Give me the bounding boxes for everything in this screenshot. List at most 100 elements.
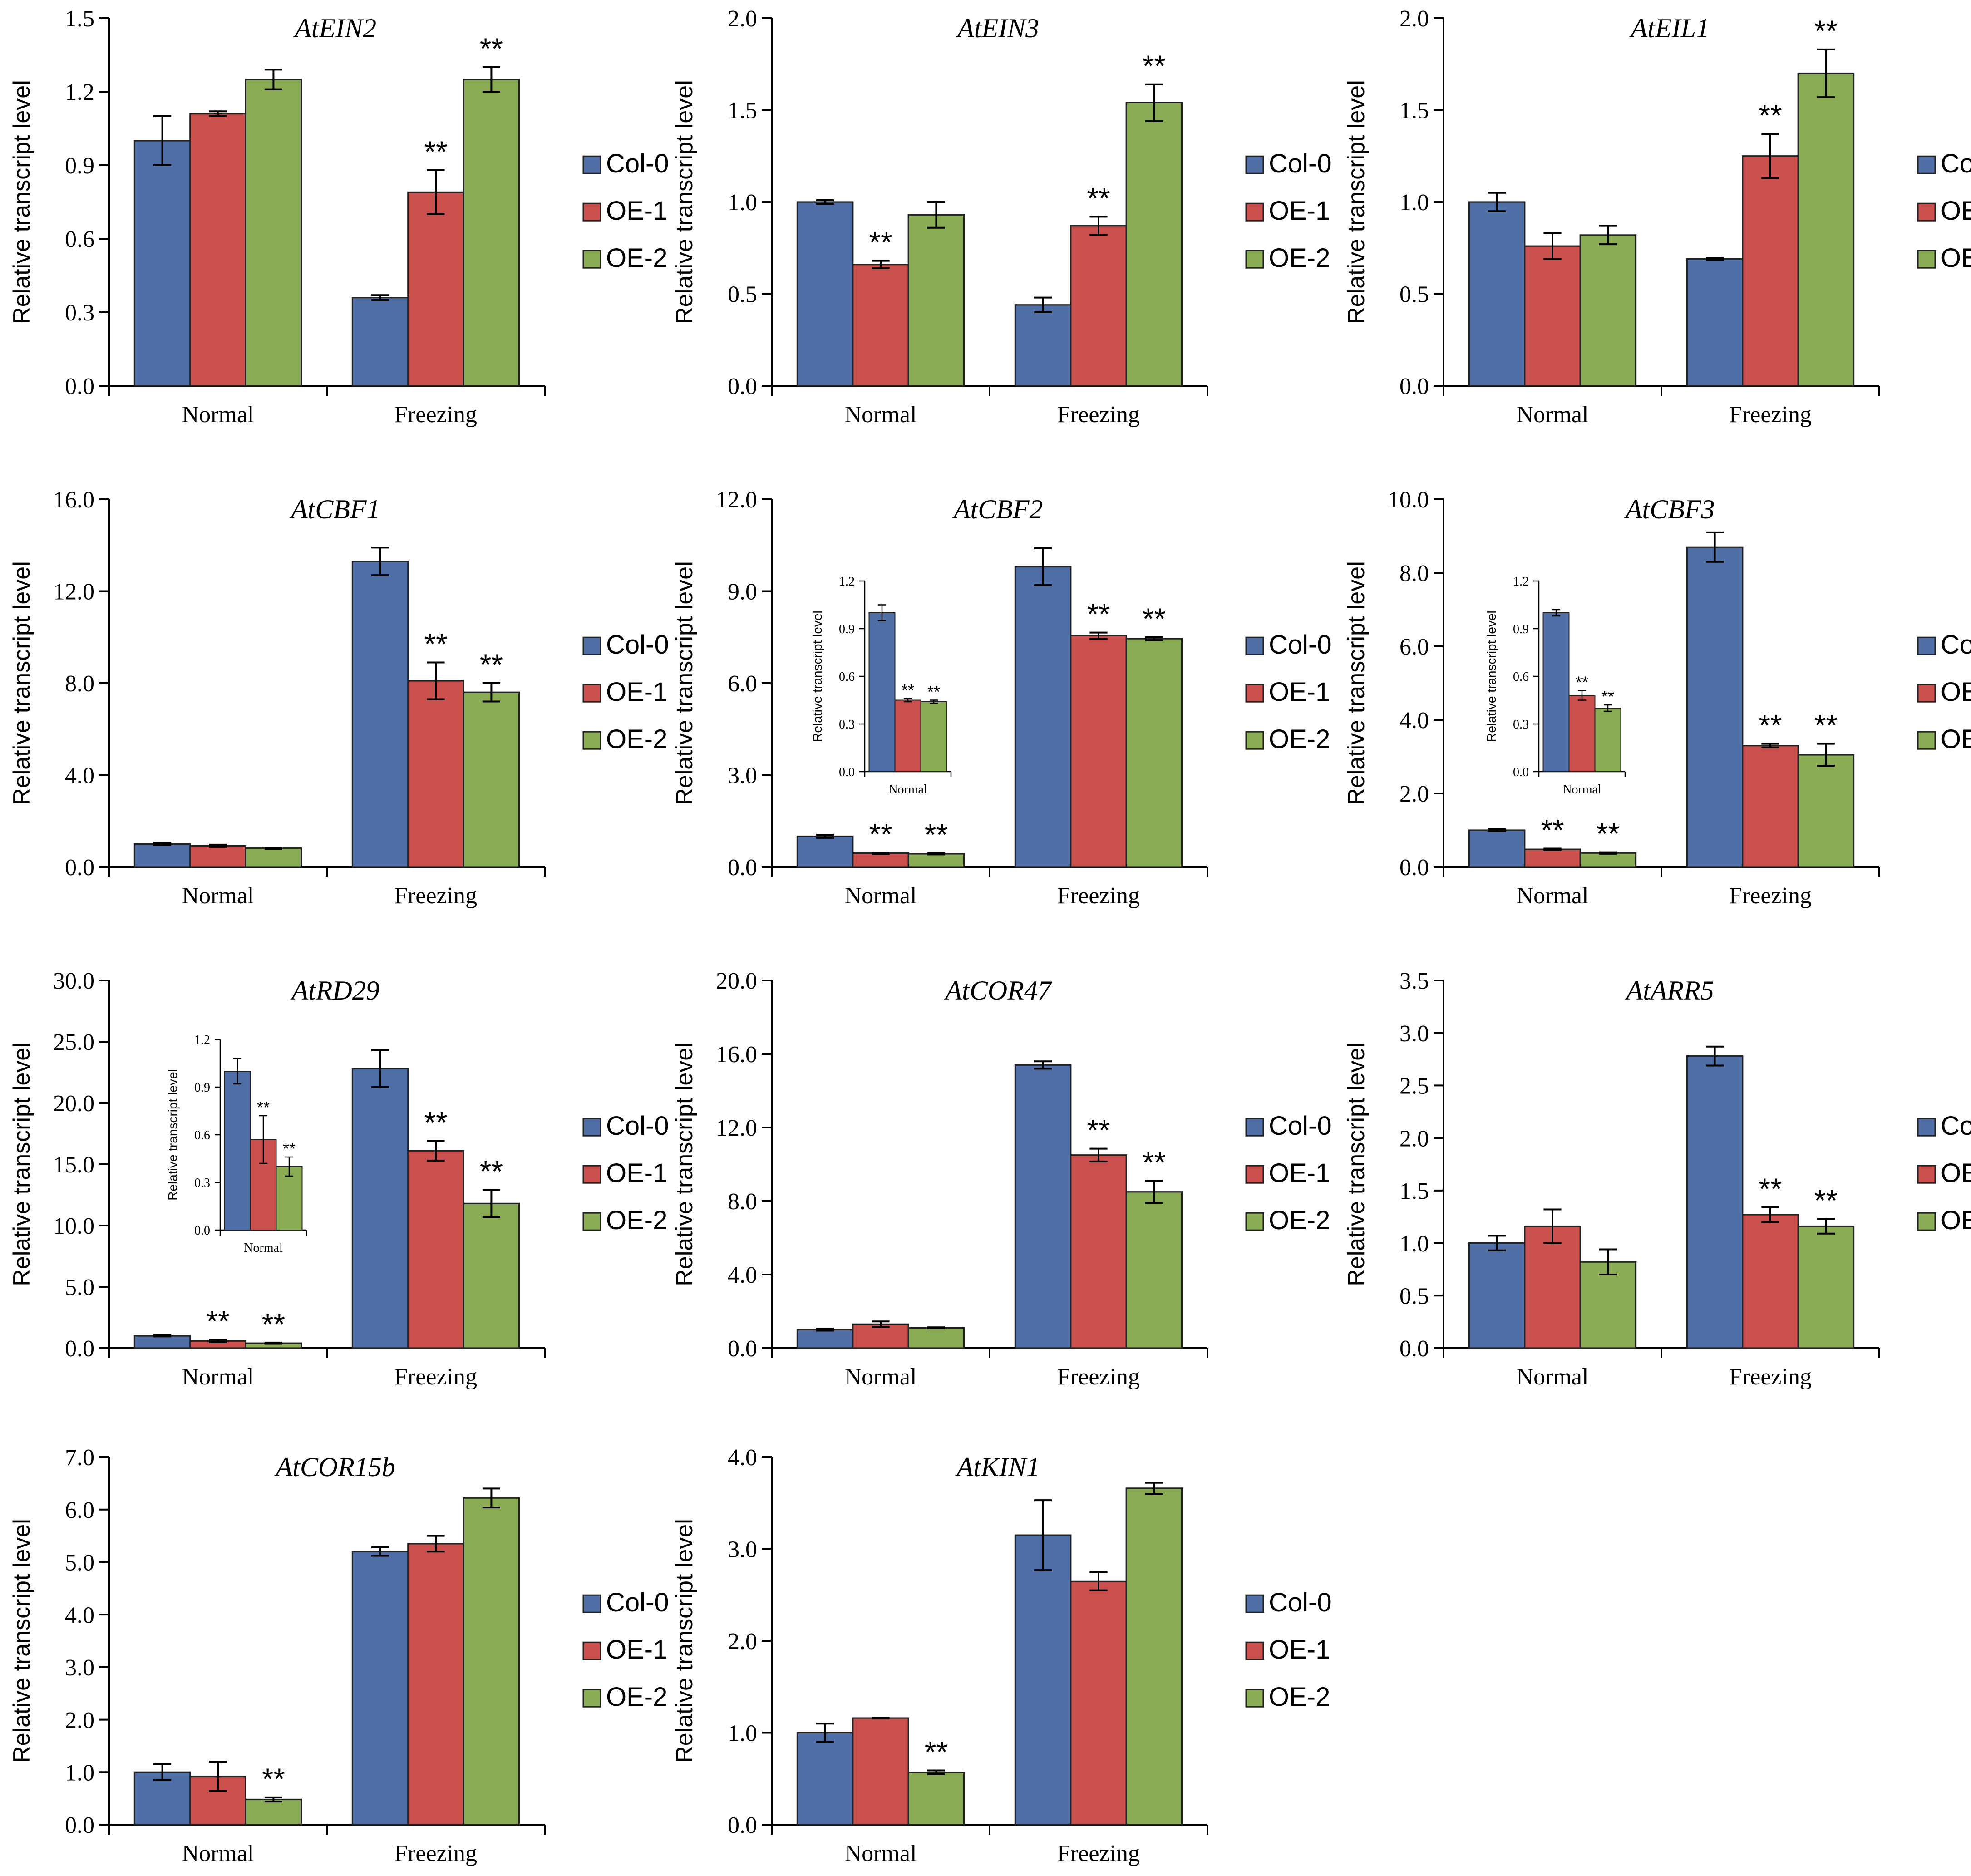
legend-swatch [1917,1165,1936,1184]
chart-panel-AtCBF3: 0.0 2.0 4.0 6.0 8.0 10.0 ** ** Normal ** ** Freezin… [1343,487,1971,909]
bar [796,835,854,868]
inset-significance-marker: ** [902,681,914,699]
legend-swatch [1917,202,1936,222]
legend-label: OE-1 [606,677,667,707]
significance-marker: ** [1087,597,1110,631]
y-tick-label: 4.0 [65,1602,94,1628]
bar [1742,745,1799,868]
legend-swatch [582,1594,601,1613]
chart-panel-AtARR5: 0.0 0.5 1.0 1.5 2.0 2.5 3.0 3.5 Normal ** ** Freezi… [1343,968,1971,1390]
chart-title: AtCOR15b [274,1452,395,1482]
legend-swatch [1245,1594,1264,1613]
significance-marker: ** [1759,709,1782,742]
significance-marker: ** [1143,1145,1166,1179]
bar [1125,102,1183,387]
significance-marker: ** [1814,14,1838,48]
inset-y-tick-label: 0.3 [839,718,855,732]
chart-panel-AtCOR15b: 0.0 1.0 2.0 3.0 4.0 5.0 6.0 7.0 ** Normal Freezing… [9,1445,669,1866]
y-tick-label: 6.0 [1399,634,1429,660]
y-tick-label: 2.0 [65,1708,94,1733]
legend-swatch [1245,731,1264,750]
legend-label: Col-0 [1269,149,1332,178]
y-tick-label: 12.0 [716,1115,757,1141]
y-tick-label: 12.0 [716,487,757,513]
legend-swatch [582,155,601,174]
inset-y-tick-label: 0.3 [1513,718,1529,732]
bar [1797,754,1855,868]
y-tick-label: 0.0 [65,1336,94,1362]
chart-title: AtCBF3 [1624,494,1715,524]
bar [1524,245,1581,387]
inset-y-tick-label: 0.9 [194,1081,210,1095]
y-axis-label: Relative transcript level [671,1519,698,1763]
y-tick-label: 7.0 [65,1445,94,1471]
inset-x-tick-label: Normal [888,783,927,797]
bar [907,853,965,868]
significance-marker: ** [1541,813,1564,847]
bar [407,191,464,387]
x-tick-label: Freezing [1057,1841,1140,1866]
chart-panel-AtEIN2: 0.0 0.3 0.6 0.9 1.2 1.5 Normal ** ** Freezing AtEI… [9,6,669,428]
x-tick-label: Freezing [1729,402,1812,428]
legend-swatch [582,636,601,655]
inset-bar [1594,708,1621,772]
bar [1797,1225,1855,1349]
inset-significance-marker: ** [927,683,940,701]
legend-swatch [582,1689,601,1708]
legend-label: OE-2 [1941,1206,1971,1235]
inset-chart: 0.0 0.3 0.6 0.9 1.2 ** ** Normal Relative transc… [166,1033,307,1255]
legend-swatch [1917,1118,1936,1137]
legend-swatch [1917,250,1936,269]
inset-y-tick-label: 0.6 [839,670,855,684]
y-tick-label: 1.5 [1399,98,1429,124]
y-tick-label: 8.0 [65,671,94,697]
legend-label: OE-1 [1941,1158,1971,1188]
bar [852,1323,909,1349]
chart-title: AtEIL1 [1629,13,1710,43]
bar [1579,852,1637,868]
bar [1686,1055,1744,1349]
legend-label: OE-2 [606,243,667,273]
inset-bar [1542,612,1570,772]
bar [1524,1225,1581,1349]
x-tick-label: Freezing [1729,883,1812,909]
legend-label: Col-0 [606,1588,669,1617]
legend-swatch [1245,684,1264,703]
bar [245,1798,302,1826]
legend-swatch [1917,684,1936,703]
x-tick-label: Freezing [1057,402,1140,428]
x-tick-label: Freezing [394,1841,477,1866]
y-tick-label: 1.0 [728,1721,757,1747]
bar [852,264,909,387]
legend-swatch [1917,636,1936,655]
y-tick-label: 0.5 [1399,1283,1429,1309]
chart-panel-AtEIN3: 0.0 0.5 1.0 1.5 2.0 ** Normal ** ** Freezing AtEIN… [671,6,1332,428]
bar [852,1717,909,1826]
significance-marker: ** [869,226,892,259]
y-tick-label: 15.0 [53,1152,94,1178]
legend-swatch [582,1118,601,1137]
bar [1579,1261,1637,1349]
legend-label: OE-2 [1269,724,1330,754]
bar [133,1335,191,1349]
legend-label: OE-1 [1269,196,1330,226]
x-tick-label: Normal [1517,402,1589,428]
y-tick-label: 4.0 [728,1445,757,1471]
y-axis-label: Relative transcript level [9,1042,35,1286]
y-tick-label: 0.0 [65,855,94,881]
y-tick-label: 25.0 [53,1029,94,1055]
y-tick-label: 0.0 [65,374,94,399]
legend-swatch [1245,155,1264,174]
chart-title: AtARR5 [1625,975,1714,1005]
bar [463,1497,520,1826]
bar [1579,234,1637,387]
significance-marker: ** [480,32,503,65]
y-tick-label: 2.5 [1399,1073,1429,1099]
bar [133,140,191,387]
legend-swatch [1245,1689,1264,1708]
legend-label: Col-0 [1269,630,1332,660]
y-tick-label: 0.5 [728,282,757,308]
bar [1468,829,1526,868]
legend-label: Col-0 [1941,149,1971,178]
y-tick-label: 2.0 [728,6,757,32]
